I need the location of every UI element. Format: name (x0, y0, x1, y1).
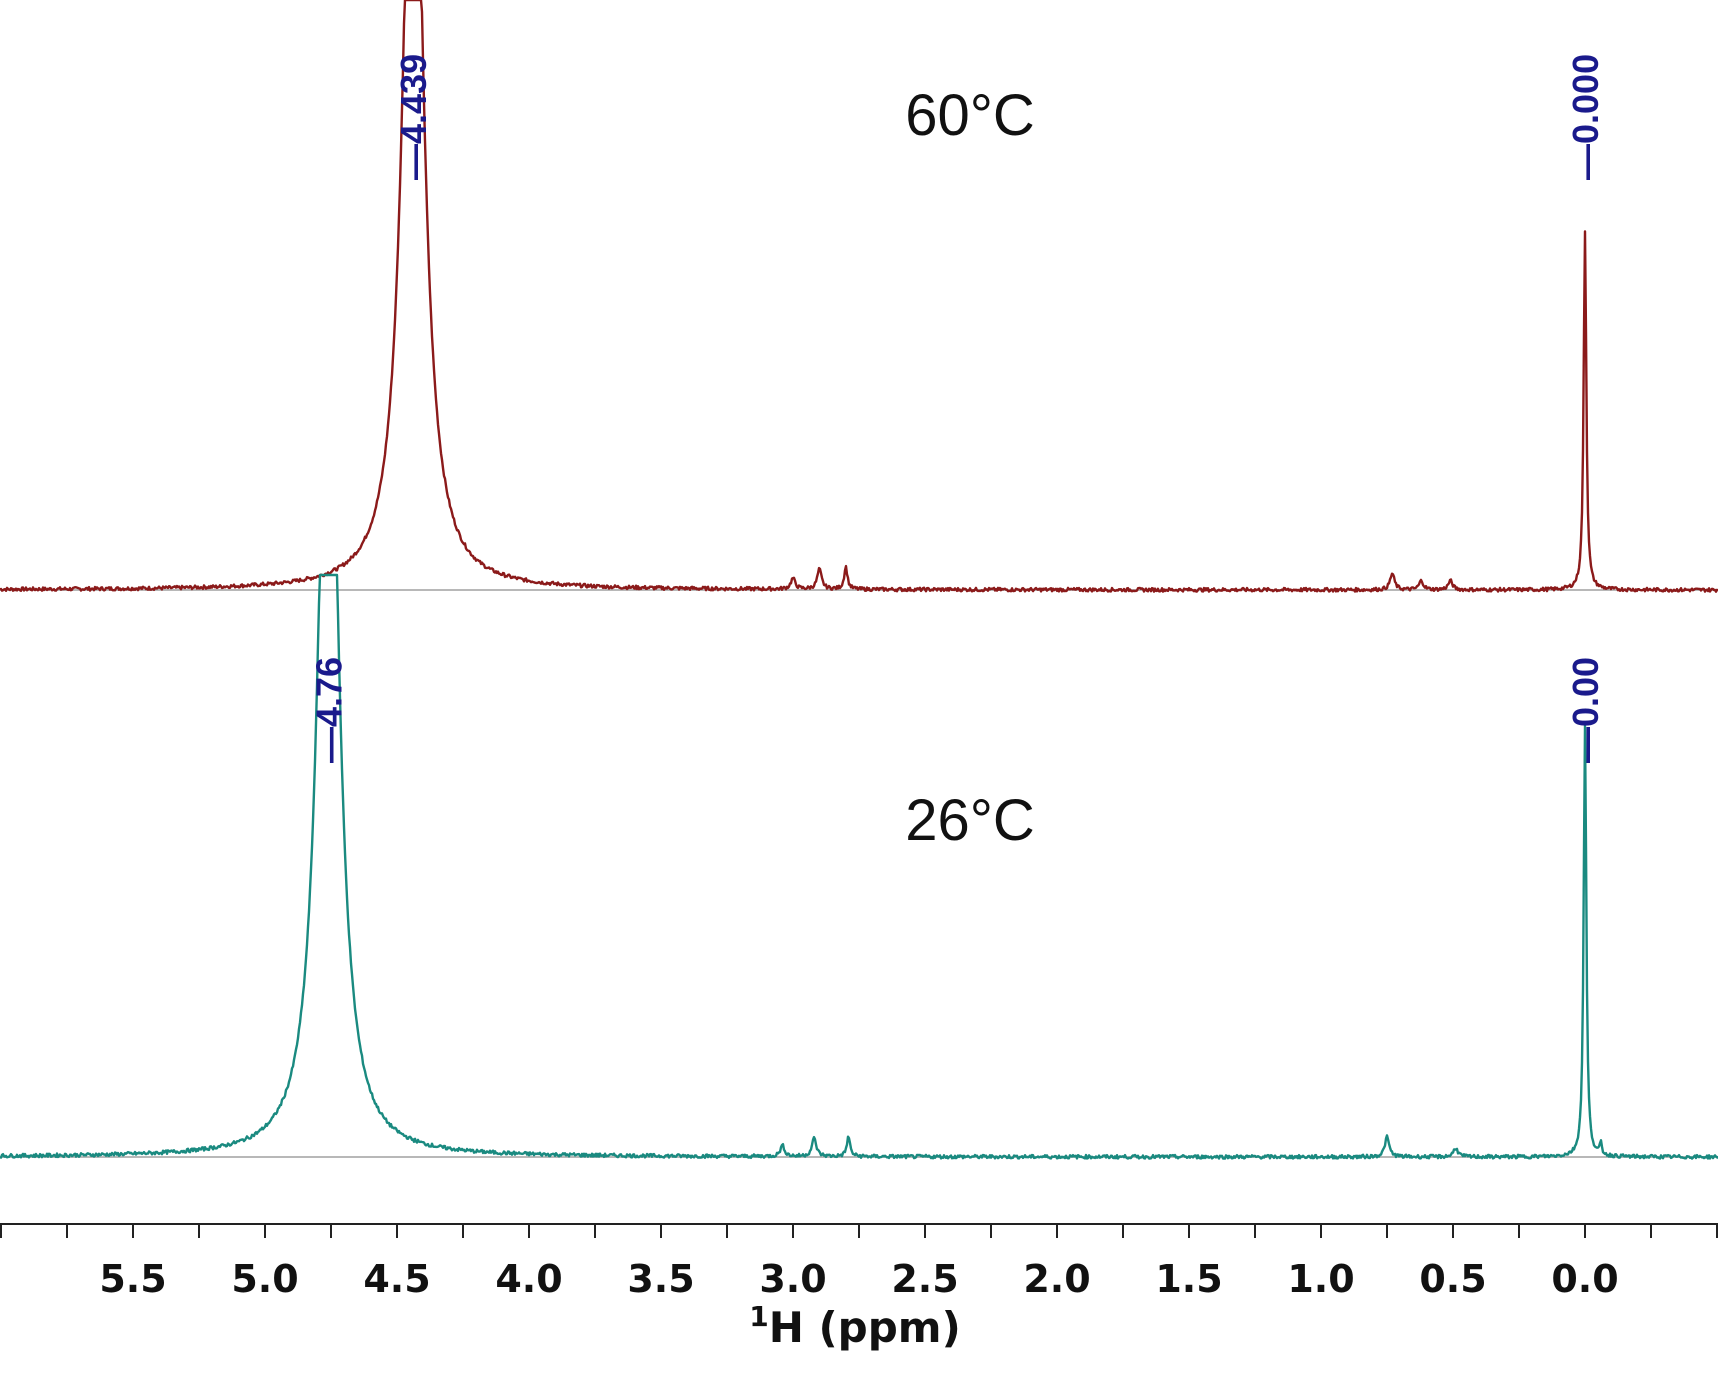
peak-label-1-1: —0.00 (1565, 657, 1606, 763)
x-tick-label-4.0: 4.0 (495, 1257, 562, 1301)
x-tick-label-0.5: 0.5 (1419, 1257, 1486, 1301)
baselines-layer (0, 589, 1718, 1158)
peak-label-text-1-0: —4.76 (308, 657, 349, 763)
peak-labels-layer: —4.439 —0.000 —4.76 —0.00 (308, 54, 1606, 763)
x-tick-label-3.0: 3.0 (759, 1257, 826, 1301)
spectrum-trace-0 (0, 0, 1718, 593)
peak-label-0-0: —4.439 (393, 54, 434, 180)
x-axis-title-superscript: 1 (749, 1300, 768, 1333)
x-tick-label-3.5: 3.5 (627, 1257, 694, 1301)
series-labels-layer: 60°C 26°C (905, 83, 1035, 853)
x-axis-title: 1H (ppm) (749, 1300, 961, 1352)
x-tick-label-1.0: 1.0 (1287, 1257, 1354, 1301)
spectrum-trace-1 (0, 573, 1718, 1160)
x-axis-ticks: 5.5 5.0 4.5 4.0 3.5 3.0 2.5 2.0 1.5 1.0 0.5 0.0 (0, 1224, 1718, 1301)
x-tick-label-5.0: 5.0 (231, 1257, 298, 1301)
series-label-0: 60°C (905, 83, 1035, 148)
peak-label-text-1-1: —0.00 (1565, 657, 1606, 763)
peak-label-text-0-0: —4.439 (393, 54, 434, 180)
peak-label-text-0-1: —0.000 (1565, 54, 1606, 180)
x-tick-label-4.5: 4.5 (363, 1257, 430, 1301)
series-label-1: 26°C (905, 788, 1035, 853)
x-tick-label-5.5: 5.5 (99, 1257, 166, 1301)
x-tick-label-2.5: 2.5 (891, 1257, 958, 1301)
x-tick-label-0.0: 0.0 (1551, 1257, 1618, 1301)
peak-label-1-0: —4.76 (308, 657, 349, 763)
spectrum-traces-layer (0, 0, 1718, 1160)
x-tick-label-2.0: 2.0 (1023, 1257, 1090, 1301)
x-axis: 5.5 5.0 4.5 4.0 3.5 3.0 2.5 2.0 1.5 1.0 0.5 0.0 1H … (0, 1223, 1718, 1352)
peak-label-0-1: —0.000 (1565, 54, 1606, 180)
x-axis-title-text: H (ppm) (769, 1303, 961, 1352)
x-tick-label-1.5: 1.5 (1155, 1257, 1222, 1301)
